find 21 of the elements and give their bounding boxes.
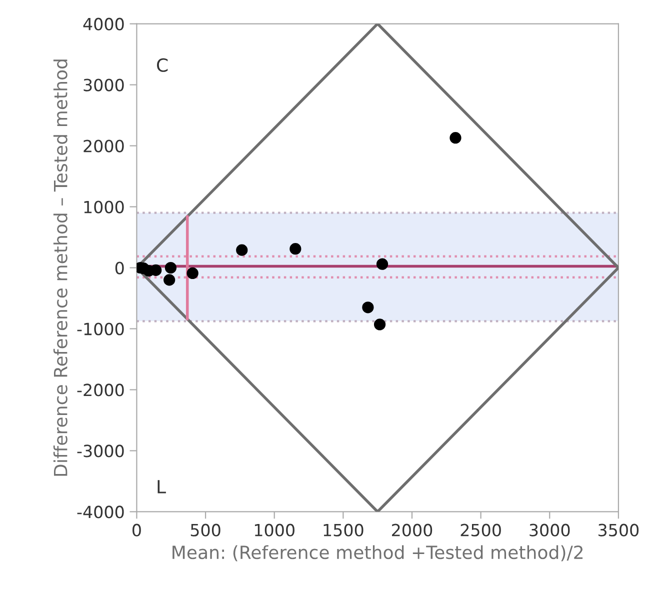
y-tick-label: 0 (115, 262, 124, 274)
y-tick-label: -3000 (77, 444, 124, 458)
x-tick-label: 0 (132, 524, 141, 536)
y-tick-label: -2000 (77, 384, 124, 396)
annotation: L (158, 480, 166, 494)
y-tick-label: 4000 (83, 18, 124, 30)
y-tick-label: 2000 (84, 140, 124, 152)
x-tick-label: 2500 (460, 524, 501, 536)
x-tick-label: 2000 (392, 524, 432, 536)
x-tick-label: 3500 (598, 524, 639, 536)
y-tick-label: 3000 (84, 78, 124, 92)
x-axis-title: Mean: (Reference method +Tested method)/2 (172, 545, 583, 562)
x-tick-label: 500 (190, 524, 220, 536)
x-tick-label: 3000 (530, 524, 570, 536)
y-axis-title: Difference Reference method – Tested method (53, 60, 68, 476)
x-tick-label: 1500 (324, 524, 364, 536)
x-tick-label: 1000 (254, 524, 294, 536)
y-tick-label: -1000 (77, 322, 124, 336)
y-tick-label: -4000 (77, 506, 124, 518)
annotation: C (156, 58, 168, 72)
y-tick-label: 1000 (84, 200, 124, 214)
